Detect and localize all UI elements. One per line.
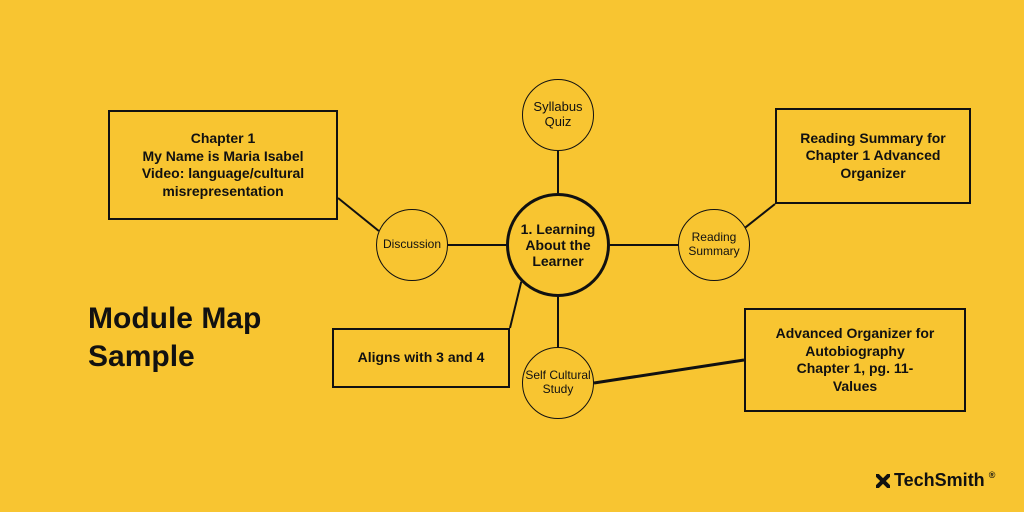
node-aligns: Aligns with 3 and 4: [332, 328, 510, 388]
brand-logo: TechSmith ®: [876, 470, 995, 491]
node-center: 1. Learning About the Learner: [506, 193, 610, 297]
edge-discussion-chapter1: [338, 198, 379, 231]
brand-mark-icon: [876, 474, 890, 488]
node-label: Discussion: [383, 238, 441, 252]
node-label: Syllabus Quiz: [523, 100, 593, 130]
node-self: Self Cultural Study: [522, 347, 594, 419]
node-label: Chapter 1 My Name is Maria Isabel Video:…: [120, 130, 326, 200]
node-reading_summary_box: Reading Summary for Chapter 1 Advanced O…: [775, 108, 971, 204]
node-advanced_org: Advanced Organizer for Autobiography Cha…: [744, 308, 966, 412]
node-label: Reading Summary: [679, 231, 749, 259]
diagram-title: Module Map Sample: [88, 300, 348, 375]
node-label: Aligns with 3 and 4: [358, 349, 485, 367]
edge-reading-reading_summary_box: [745, 204, 775, 227]
node-label: Advanced Organizer for Autobiography Cha…: [756, 325, 954, 395]
edge-center-aligns: [510, 282, 521, 328]
node-label: 1. Learning About the Learner: [509, 221, 607, 269]
node-chapter1: Chapter 1 My Name is Maria Isabel Video:…: [108, 110, 338, 220]
node-syllabus: Syllabus Quiz: [522, 79, 594, 151]
node-reading: Reading Summary: [678, 209, 750, 281]
node-discussion: Discussion: [376, 209, 448, 281]
node-label: Reading Summary for Chapter 1 Advanced O…: [787, 130, 959, 183]
brand-text: TechSmith: [894, 470, 985, 491]
edge-self-advanced_org: [594, 360, 744, 383]
node-label: Self Cultural Study: [523, 369, 593, 397]
brand-registered: ®: [989, 470, 996, 480]
